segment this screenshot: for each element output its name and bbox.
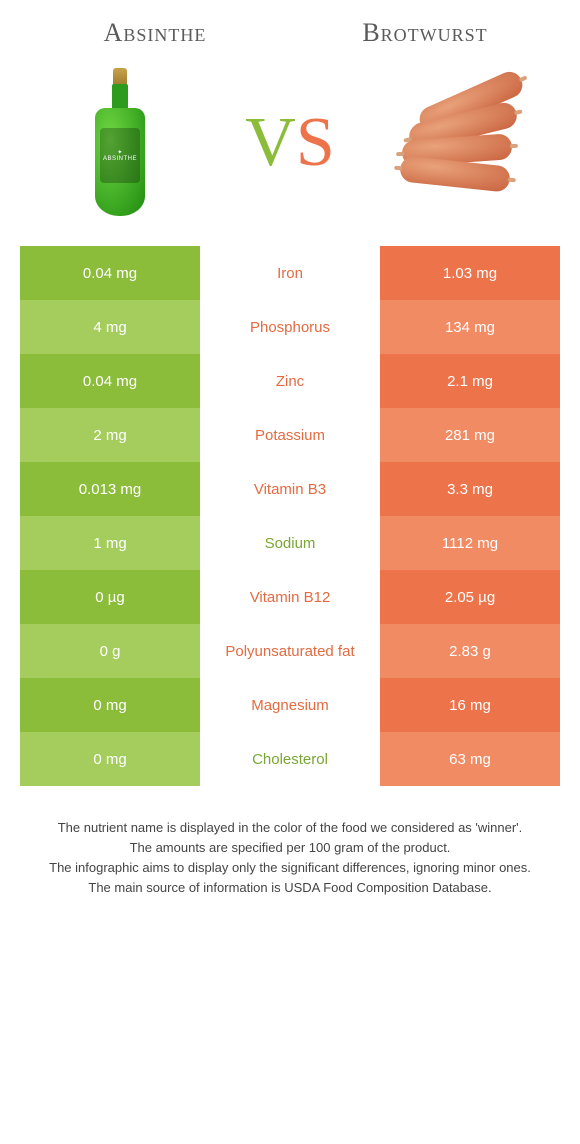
left-value: 4 mg bbox=[20, 300, 200, 354]
table-row: 0.04 mgIron1.03 mg bbox=[20, 246, 560, 300]
nutrient-label: Phosphorus bbox=[200, 300, 380, 354]
vs-v: V bbox=[245, 104, 296, 181]
right-value: 63 mg bbox=[380, 732, 560, 786]
nutrient-label: Vitamin B12 bbox=[200, 570, 380, 624]
vs-label: VS bbox=[220, 103, 360, 183]
table-row: 0 µgVitamin B122.05 µg bbox=[20, 570, 560, 624]
right-value: 2.83 g bbox=[380, 624, 560, 678]
left-value: 0.04 mg bbox=[20, 246, 200, 300]
left-value: 0 mg bbox=[20, 732, 200, 786]
left-value: 0.04 mg bbox=[20, 354, 200, 408]
left-value: 0 g bbox=[20, 624, 200, 678]
bottle-label-text: ABSINTHE bbox=[103, 156, 137, 162]
table-row: 1 mgSodium1112 mg bbox=[20, 516, 560, 570]
brotwurst-sausages-icon bbox=[390, 83, 530, 203]
left-food-title: Absinthe bbox=[20, 18, 290, 48]
nutrient-label: Polyunsaturated fat bbox=[200, 624, 380, 678]
table-row: 0 mgMagnesium16 mg bbox=[20, 678, 560, 732]
nutrient-label: Zinc bbox=[200, 354, 380, 408]
left-value: 2 mg bbox=[20, 408, 200, 462]
comparison-table: 0.04 mgIron1.03 mg4 mgPhosphorus134 mg0.… bbox=[20, 246, 560, 786]
left-value: 1 mg bbox=[20, 516, 200, 570]
right-food-title: Brotwurst bbox=[290, 18, 560, 48]
nutrient-label: Iron bbox=[200, 246, 380, 300]
table-row: 0 mgCholesterol63 mg bbox=[20, 732, 560, 786]
nutrient-label: Potassium bbox=[200, 408, 380, 462]
table-row: 2 mgPotassium281 mg bbox=[20, 408, 560, 462]
footer-notes: The nutrient name is displayed in the co… bbox=[20, 818, 560, 899]
left-value: 0.013 mg bbox=[20, 462, 200, 516]
nutrient-label: Magnesium bbox=[200, 678, 380, 732]
right-value: 1112 mg bbox=[380, 516, 560, 570]
footer-line: The infographic aims to display only the… bbox=[24, 858, 556, 878]
table-row: 0.013 mgVitamin B33.3 mg bbox=[20, 462, 560, 516]
absinthe-bottle-icon: ✦ ABSINTHE bbox=[95, 68, 145, 218]
table-row: 0.04 mgZinc2.1 mg bbox=[20, 354, 560, 408]
nutrient-label: Cholesterol bbox=[200, 732, 380, 786]
right-value: 2.1 mg bbox=[380, 354, 560, 408]
footer-line: The main source of information is USDA F… bbox=[24, 878, 556, 898]
nutrient-label: Sodium bbox=[200, 516, 380, 570]
right-value: 16 mg bbox=[380, 678, 560, 732]
nutrient-label: Vitamin B3 bbox=[200, 462, 380, 516]
right-value: 1.03 mg bbox=[380, 246, 560, 300]
footer-line: The nutrient name is displayed in the co… bbox=[24, 818, 556, 838]
left-value: 0 µg bbox=[20, 570, 200, 624]
table-row: 4 mgPhosphorus134 mg bbox=[20, 300, 560, 354]
left-value: 0 mg bbox=[20, 678, 200, 732]
right-value: 2.05 µg bbox=[380, 570, 560, 624]
vs-s: S bbox=[296, 104, 335, 181]
footer-line: The amounts are specified per 100 gram o… bbox=[24, 838, 556, 858]
table-row: 0 gPolyunsaturated fat2.83 g bbox=[20, 624, 560, 678]
right-value: 134 mg bbox=[380, 300, 560, 354]
right-value: 3.3 mg bbox=[380, 462, 560, 516]
images-row: ✦ ABSINTHE VS bbox=[20, 58, 560, 228]
right-value: 281 mg bbox=[380, 408, 560, 462]
